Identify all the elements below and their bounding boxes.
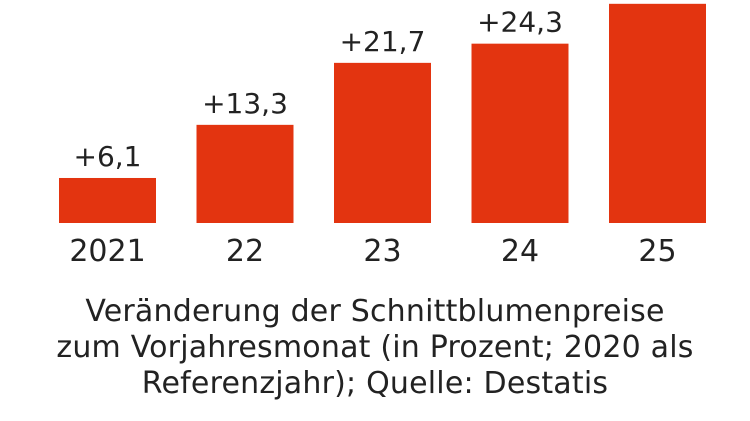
- x-tick-label: 24: [501, 234, 539, 269]
- data-label: +6,1: [74, 140, 142, 173]
- x-tick-label: 23: [363, 234, 401, 269]
- caption-line: Referenzjahr); Quelle: Destatis: [141, 366, 609, 401]
- x-tick-label: 25: [638, 234, 676, 269]
- bar: [471, 43, 569, 223]
- caption-line: Veränderung der Schnittblumenpreise: [85, 294, 665, 329]
- bar: [196, 124, 294, 223]
- caption-line: zum Vorjahresmonat (in Prozent; 2020 als: [56, 330, 694, 365]
- bar: [609, 3, 706, 224]
- x-tick-label: 2021: [69, 234, 145, 269]
- x-tick-label: 22: [226, 234, 264, 269]
- data-label: +21,7: [340, 25, 426, 58]
- data-label: +13,3: [202, 87, 288, 120]
- data-label: +24,3: [477, 6, 563, 39]
- bar: [334, 62, 431, 223]
- bar: [59, 177, 156, 223]
- chart-caption: Veränderung der Schnittblumenpreise zum …: [20, 294, 730, 402]
